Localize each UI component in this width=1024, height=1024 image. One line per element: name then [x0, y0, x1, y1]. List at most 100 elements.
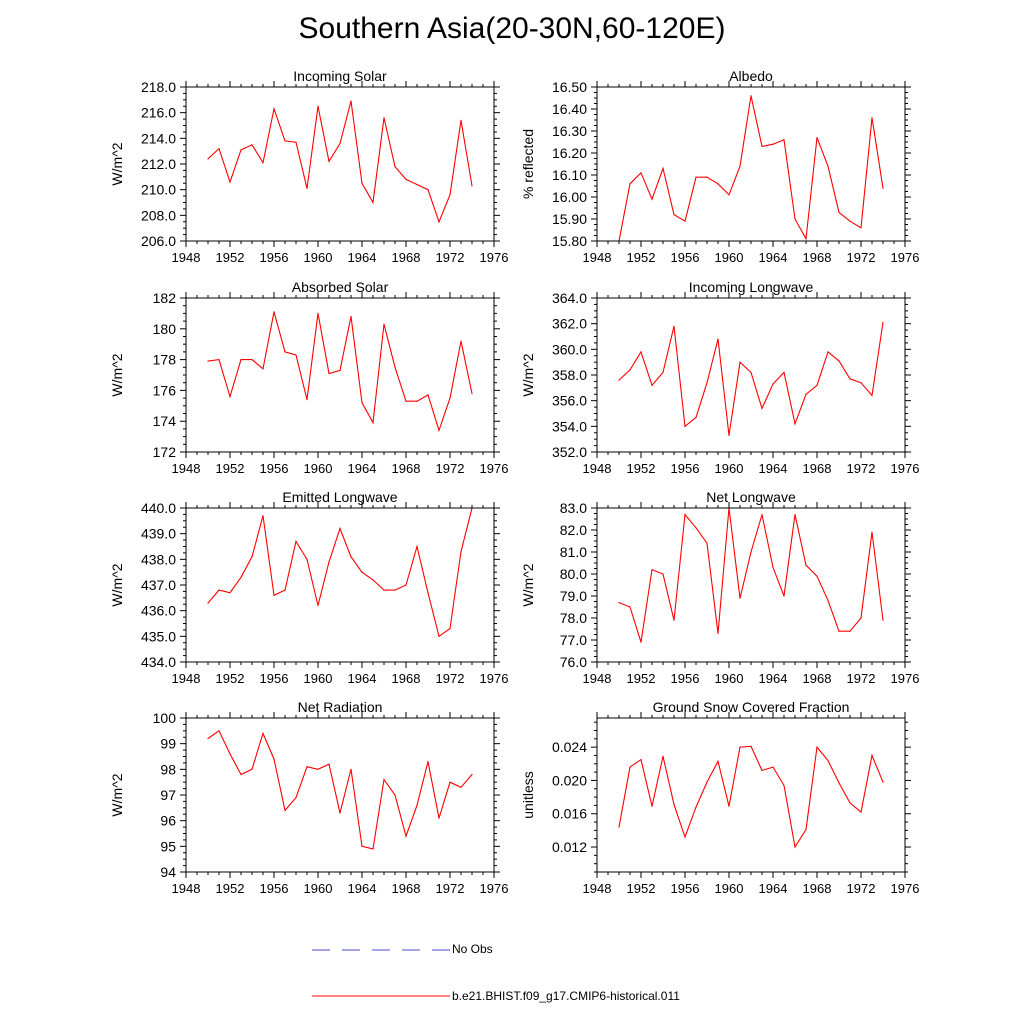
x-tick-label: 1956 [671, 671, 700, 686]
data-point [240, 773, 242, 776]
x-tick-label: 1956 [260, 461, 289, 476]
data-point [383, 117, 385, 119]
data-point [849, 630, 851, 632]
y-tick-label: 16.40 [552, 101, 587, 117]
data-point [328, 372, 330, 375]
panel-title-net-radiation: Net Radiation [298, 699, 383, 715]
x-tick-label: 1948 [583, 881, 612, 896]
data-point [438, 221, 440, 223]
data-point [717, 632, 719, 635]
data-point [860, 382, 862, 384]
y-axis-label-incoming-solar: W/m^2 [109, 142, 125, 185]
data-point [728, 434, 730, 436]
y-tick-label: 356.0 [552, 393, 587, 409]
x-tick-label: 1976 [480, 881, 509, 896]
data-point [339, 369, 341, 371]
data-point [739, 361, 741, 363]
data-point [772, 383, 774, 385]
data-point [438, 429, 440, 432]
data-point [662, 371, 664, 374]
x-tick-label: 1952 [216, 250, 245, 265]
data-point [827, 599, 829, 602]
y-tick-label: 439.0 [141, 526, 176, 542]
data-point [827, 759, 829, 762]
data-point [673, 325, 675, 327]
panel-emitted-longwave: Emitted Longwave W/m^2 1948 1952 1956 1960 196… [109, 489, 508, 686]
y-tick-label: 16.50 [552, 79, 587, 95]
data-point [328, 160, 330, 163]
data-point [471, 185, 473, 187]
data-point [860, 617, 862, 619]
y-tick-label: 0.024 [552, 739, 587, 755]
data-point [673, 803, 675, 806]
x-tick-label: 1964 [759, 881, 788, 896]
data-point [651, 384, 653, 386]
data-point [882, 321, 884, 323]
data-point [695, 527, 697, 529]
x-tick-label: 1972 [436, 461, 465, 476]
data-point [218, 589, 220, 591]
data-point [794, 846, 796, 848]
y-tick-label: 0.020 [552, 772, 587, 788]
data-point [717, 338, 719, 340]
data-point [339, 812, 341, 814]
data-point [207, 158, 209, 160]
data-point [860, 227, 862, 229]
x-tick-label: 1956 [671, 881, 700, 896]
y-tick-label: 437.0 [141, 577, 176, 593]
y-tick-label: 81.0 [560, 544, 587, 560]
data-point [361, 182, 363, 184]
data-point [229, 753, 231, 755]
data-point [427, 394, 429, 396]
data-point [284, 140, 286, 142]
y-tick-label: 16.30 [552, 123, 587, 139]
y-tick-label: 16.10 [552, 167, 587, 183]
x-tick-label: 1948 [583, 671, 612, 686]
data-point [629, 606, 631, 608]
data-point [339, 142, 341, 145]
data-point [449, 781, 451, 783]
data-point [218, 359, 220, 361]
x-tick-label: 1956 [260, 250, 289, 265]
data-point [394, 794, 396, 796]
data-point [361, 571, 363, 573]
x-tick-label: 1968 [803, 671, 832, 686]
y-tick-label: 182 [153, 290, 177, 306]
panel-net-radiation: Net Radiation W/m^2 1948 1952 1956 1960 1964 19… [109, 699, 508, 896]
data-point [816, 137, 818, 139]
panel-title-albedo: Albedo [729, 68, 773, 84]
y-tick-label: 362.0 [552, 316, 587, 332]
data-point [805, 564, 807, 566]
data-point [871, 394, 873, 397]
data-point [240, 149, 242, 151]
x-tick-label: 1976 [480, 461, 509, 476]
data-point [273, 311, 275, 313]
data-point [306, 558, 308, 560]
data-point [218, 148, 220, 150]
data-point [640, 641, 642, 643]
data-point [816, 575, 818, 577]
data-point [405, 584, 407, 586]
data-point [772, 143, 774, 145]
data-point [438, 817, 440, 819]
plot-frame-incoming-longwave [596, 297, 906, 453]
data-point [761, 145, 763, 147]
data-point [262, 368, 264, 370]
data-point [629, 183, 631, 185]
data-point [761, 407, 763, 409]
y-tick-label: 208.0 [141, 207, 176, 223]
x-tick-label: 1952 [216, 881, 245, 896]
data-point [640, 172, 642, 174]
x-tick-label: 1956 [671, 461, 700, 476]
plot-frame-net-radiation [185, 717, 495, 873]
data-point [629, 369, 631, 371]
data-point [871, 117, 873, 119]
data-point [383, 779, 385, 781]
y-tick-label: 174 [153, 413, 177, 429]
data-point [427, 761, 429, 763]
data-point [871, 531, 873, 533]
y-tick-label: 354.0 [552, 418, 587, 434]
data-point [838, 360, 840, 362]
data-point [783, 371, 785, 374]
y-tick-label: 216.0 [141, 105, 176, 121]
